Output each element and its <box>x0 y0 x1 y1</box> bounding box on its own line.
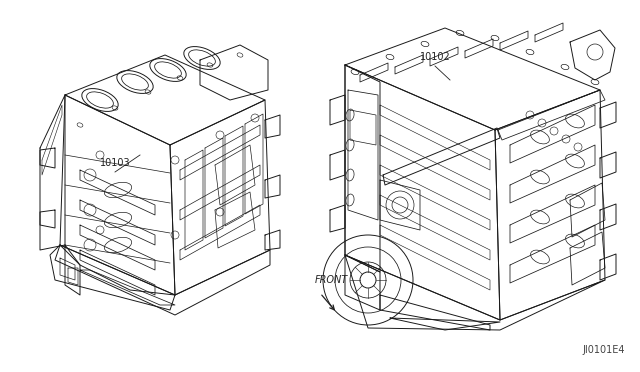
Text: FRONT: FRONT <box>315 275 348 285</box>
Text: 10102: 10102 <box>420 52 451 62</box>
Text: JI0101E4: JI0101E4 <box>582 345 625 355</box>
Text: 10103: 10103 <box>100 158 131 168</box>
